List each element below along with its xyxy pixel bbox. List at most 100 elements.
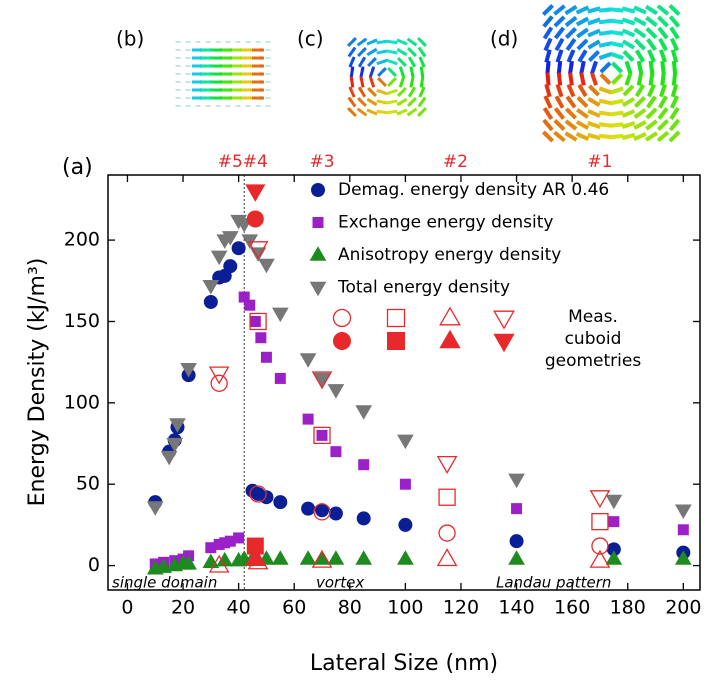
legend-marker <box>493 310 515 330</box>
x-tick-label: 140 <box>498 597 534 619</box>
inset-arrow-head <box>671 92 677 97</box>
inset-arrow-head <box>649 69 655 74</box>
top-label: #4 <box>243 152 268 172</box>
inset-arrow-head <box>610 100 615 105</box>
inset-arrow-head <box>673 45 678 51</box>
inset-arrow-head <box>350 66 355 71</box>
data-point <box>302 413 314 425</box>
inset-arrow-head <box>569 50 575 55</box>
inset-arrow-head <box>651 45 656 50</box>
measured-filled-point <box>245 548 266 566</box>
data-point <box>674 550 692 565</box>
y-tick-label: 0 <box>88 554 100 576</box>
inset-arrow-head <box>419 83 424 88</box>
inset-arrow-head <box>219 41 221 43</box>
inset-arrow-head <box>647 102 652 108</box>
inset-arrow-head <box>369 76 374 81</box>
inset-arrow-head <box>351 47 356 52</box>
inset-arrow-head <box>376 109 381 114</box>
inset-arrow-head <box>592 61 598 66</box>
legend-marker <box>309 281 327 297</box>
inset-arrow-head <box>607 30 612 35</box>
inset-arrow-head <box>663 9 669 15</box>
inset-arrow-head <box>360 66 365 71</box>
inset-arrow-head <box>209 105 211 107</box>
inset-arrow-head <box>637 81 642 86</box>
inset-arrow-head <box>558 38 563 44</box>
inset-arrow-head <box>372 58 376 62</box>
measured-point <box>313 503 331 521</box>
inset-arrow-head <box>545 84 550 89</box>
panel-label: (c) <box>297 27 324 51</box>
measured-filled-point <box>246 210 264 228</box>
inset-arrow-head <box>545 61 551 66</box>
inset-arrow-head <box>610 122 615 128</box>
data-point <box>313 550 331 565</box>
inset-arrow-head <box>269 57 271 59</box>
measured-point <box>210 374 228 392</box>
inset-arrow-head <box>567 96 572 102</box>
measured-point <box>436 456 458 474</box>
inset-arrow-head <box>559 27 564 33</box>
inset-arrow-head <box>376 99 381 104</box>
inset-arrow-head <box>607 52 612 58</box>
inset-arrow-head <box>398 92 402 96</box>
panel-label: (b) <box>116 27 144 51</box>
inset-arrow-head <box>386 90 391 95</box>
inset-arrow-head <box>619 42 624 48</box>
insets <box>175 3 681 143</box>
data-point <box>155 558 172 573</box>
inset-arrow-head <box>599 122 604 128</box>
data-point <box>231 241 246 256</box>
data-point <box>203 294 218 309</box>
y-tick-label: 100 <box>64 391 100 413</box>
inset-arrow-head <box>382 68 386 72</box>
inset-arrow-head <box>179 49 181 51</box>
data-point <box>398 517 413 532</box>
inset-arrow-head <box>650 57 655 62</box>
inset-arrow-head <box>619 31 624 36</box>
inset-arrow-head <box>189 73 191 75</box>
data-point <box>299 353 317 368</box>
inset-arrow-head <box>548 5 553 10</box>
y-tick-label: 50 <box>76 473 100 495</box>
inset-arrow-head <box>587 133 593 139</box>
inset-arrow-head <box>421 52 426 57</box>
measured-point <box>249 485 267 503</box>
data-point <box>271 307 289 323</box>
data-point <box>180 555 197 570</box>
panel-label: (a) <box>62 155 93 180</box>
inset-arrow-head <box>409 92 413 97</box>
inset-arrow-head <box>349 86 353 91</box>
legend-marker <box>493 333 515 353</box>
data-point <box>508 550 525 565</box>
inset-arrow-head <box>554 132 559 137</box>
data-point <box>299 550 317 565</box>
inset-arrow-head <box>638 69 643 74</box>
inset-arrow-head <box>607 7 612 13</box>
inset-arrow-head <box>556 84 561 89</box>
inset-arrow-head <box>189 41 191 43</box>
inset-arrow-head <box>599 87 604 92</box>
inset-arrow-head <box>671 81 677 86</box>
inset-arrow-head <box>260 55 264 61</box>
inset-arrow-head <box>179 97 181 99</box>
data-point <box>258 258 275 274</box>
inset-arrow-head <box>567 84 573 90</box>
y-tick-label: 200 <box>64 229 100 251</box>
inset-arrow-head <box>636 91 641 97</box>
data-point <box>316 429 328 441</box>
inset-arrow-head <box>547 27 552 33</box>
inset-arrow-head <box>634 135 639 140</box>
inset-arrow-head <box>397 101 402 105</box>
inset-arrow-head <box>590 72 596 78</box>
inset-arrow-head <box>557 61 563 66</box>
data-point <box>608 516 620 528</box>
data-point <box>397 550 414 565</box>
inset-arrow-head <box>639 57 644 62</box>
inset-arrow-head <box>570 39 575 44</box>
inset-arrow-head <box>629 43 635 48</box>
inset-arrow-head <box>619 19 624 25</box>
inset-arrow-head <box>368 88 372 92</box>
data-point <box>180 362 197 378</box>
